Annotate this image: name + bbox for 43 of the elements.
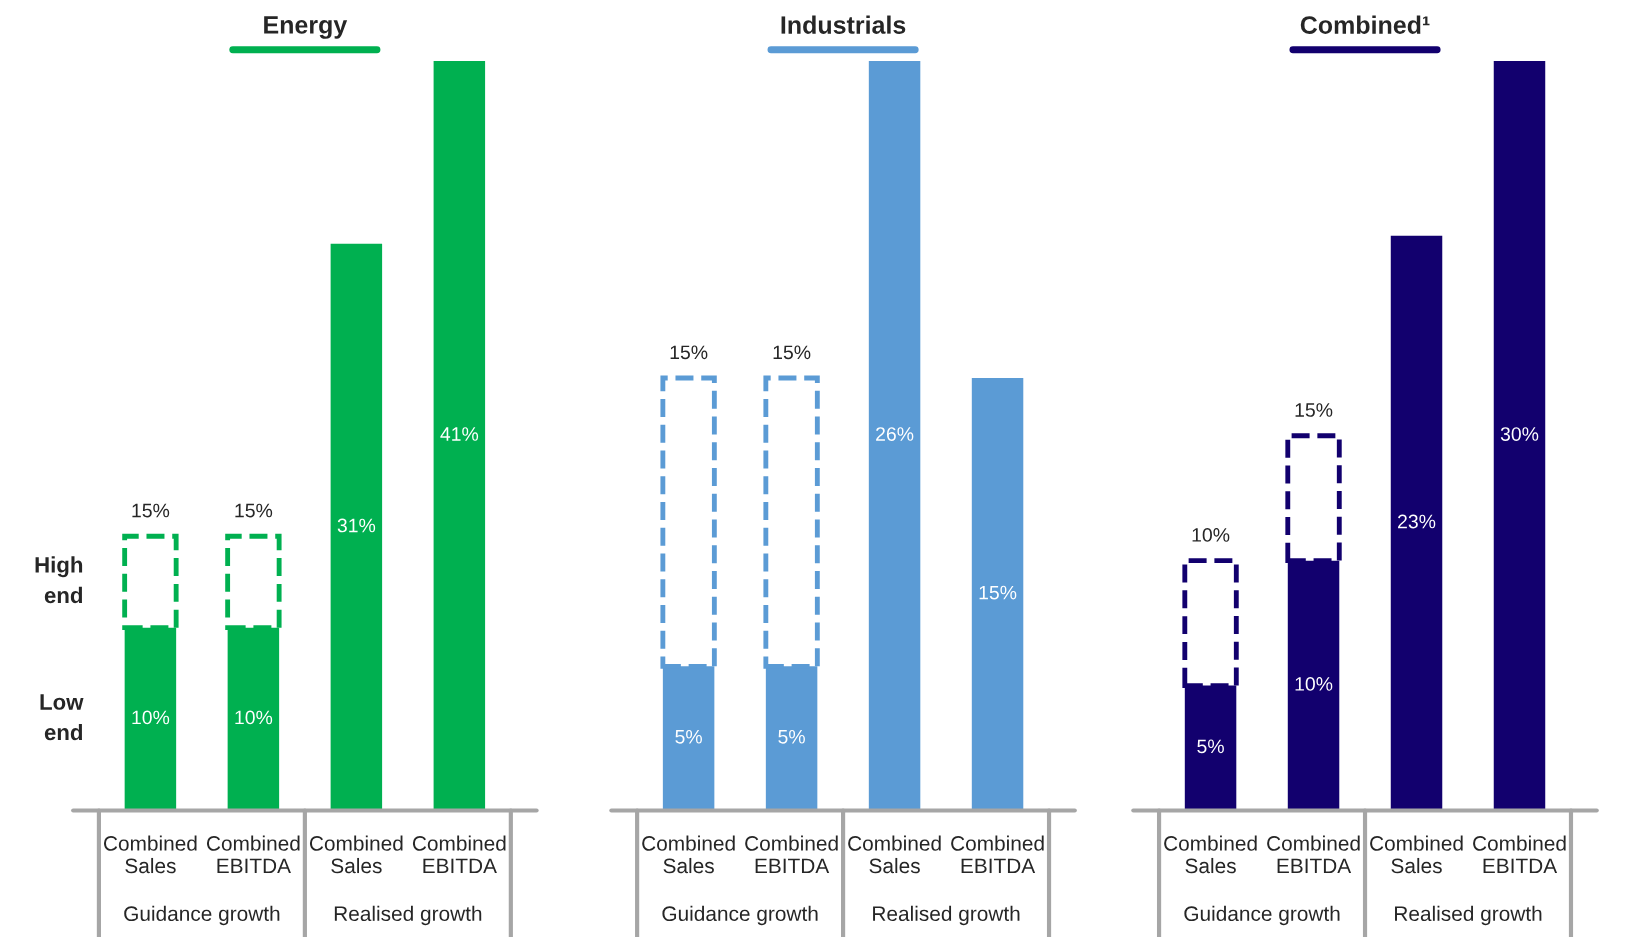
- total-label: 15%: [773, 345, 811, 360]
- x-tick-label: Combined EBITDA: [951, 835, 1044, 874]
- bar: [1493, 60, 1546, 811]
- chart-title: Industrials: [781, 15, 906, 34]
- text: Realised growth: [334, 905, 482, 926]
- x-tick-label: Combined Sales: [309, 835, 403, 874]
- chart-title: Energy: [264, 16, 348, 39]
- data-label: 10%: [235, 710, 273, 725]
- series-label: Low end: [40, 694, 84, 741]
- x-tick-label: Combined EBITDA: [206, 835, 300, 874]
- text: Realised growth: [873, 905, 1020, 926]
- data-label: 31%: [337, 518, 376, 533]
- bar: [1390, 235, 1443, 811]
- data-label: 5%: [778, 729, 805, 744]
- series-label: High end: [35, 556, 83, 604]
- x-tick-label: Combined EBITDA: [412, 835, 506, 874]
- text: Realised growth: [1395, 905, 1542, 926]
- x-tick-label: Combined Sales: [1164, 835, 1257, 874]
- text: Guidance growth: [662, 905, 818, 926]
- data-label: 5%: [675, 729, 702, 744]
- text: Guidance growth: [124, 905, 280, 926]
- x-tick-label: Combined Sales: [103, 835, 197, 874]
- total-label: 15%: [132, 503, 170, 518]
- x-tick-label: Combined Sales: [848, 835, 941, 874]
- text: Guidance growth: [1184, 905, 1340, 926]
- data-label: 5%: [1197, 739, 1224, 754]
- x-tick-label: Combined EBITDA: [745, 835, 838, 874]
- data-label: 23%: [1398, 514, 1436, 529]
- total-label: 15%: [235, 503, 273, 518]
- total-label: 15%: [1295, 403, 1333, 417]
- x-tick-label: Combined Sales: [1370, 835, 1463, 874]
- data-label: 10%: [1295, 677, 1333, 691]
- x-tick-label: Combined Sales: [642, 835, 735, 874]
- data-label: 15%: [979, 585, 1017, 600]
- data-label: 10%: [132, 710, 170, 725]
- x-tick-label: Combined EBITDA: [1267, 835, 1360, 874]
- chart-title: Combined¹: [1300, 15, 1430, 34]
- data-label: 26%: [876, 427, 914, 441]
- total-label: 15%: [670, 345, 708, 360]
- x-tick-label: Combined EBITDA: [1473, 835, 1566, 874]
- total-label: 10%: [1192, 528, 1230, 542]
- data-label: 30%: [1500, 427, 1539, 441]
- data-label: 41%: [440, 427, 479, 441]
